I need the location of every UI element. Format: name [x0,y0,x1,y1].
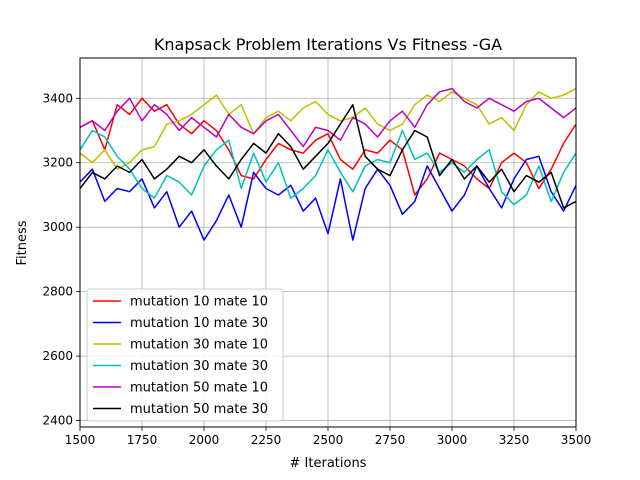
y-tick-label: 2400 [42,414,73,428]
legend: mutation 10 mate 10 mutation 10 mate 30 mu… [86,288,284,422]
series-line-1 [79,97,577,196]
series-line-3 [79,87,577,170]
x-tick-label: 1500 [65,433,96,447]
y-tick-label: 2800 [42,285,73,299]
x-tick-label: 2250 [251,433,282,447]
x-tick-label: 3500 [561,433,592,447]
y-tick-label: 3400 [42,91,73,105]
series-line-5 [79,87,577,148]
chart-title: Knapsack Problem Iterations Vs Fitness -… [154,35,502,54]
legend-label: mutation 50 mate 30 [130,402,268,417]
legend-box [86,288,284,422]
legend-label: mutation 30 mate 30 [130,359,268,374]
y-axis: 2400 2600 2800 3000 3200 3400 [42,91,80,428]
y-tick-label: 2600 [42,349,73,363]
x-tick-label: 3250 [499,433,530,447]
x-tick-label: 2000 [189,433,220,447]
legend-label: mutation 10 mate 10 [130,295,268,310]
y-tick-label: 3000 [42,220,73,234]
legend-label: mutation 50 mate 10 [130,381,268,396]
x-tick-label: 3000 [437,433,468,447]
x-axis: 1500 1750 2000 2250 2500 2750 3000 3250 3500 [65,427,592,447]
x-axis-label: # Iterations [290,456,367,471]
series-line-4 [79,129,577,206]
legend-label: mutation 30 mate 10 [130,338,268,353]
x-tick-label: 2500 [313,433,344,447]
x-tick-label: 1750 [127,433,158,447]
x-tick-label: 2750 [375,433,406,447]
y-tick-label: 3200 [42,156,73,170]
series-line-6 [79,103,577,209]
y-axis-label: Fitness [15,220,30,265]
series-layer [79,87,577,241]
series-line-2 [79,155,577,241]
legend-label: mutation 10 mate 30 [130,316,268,331]
